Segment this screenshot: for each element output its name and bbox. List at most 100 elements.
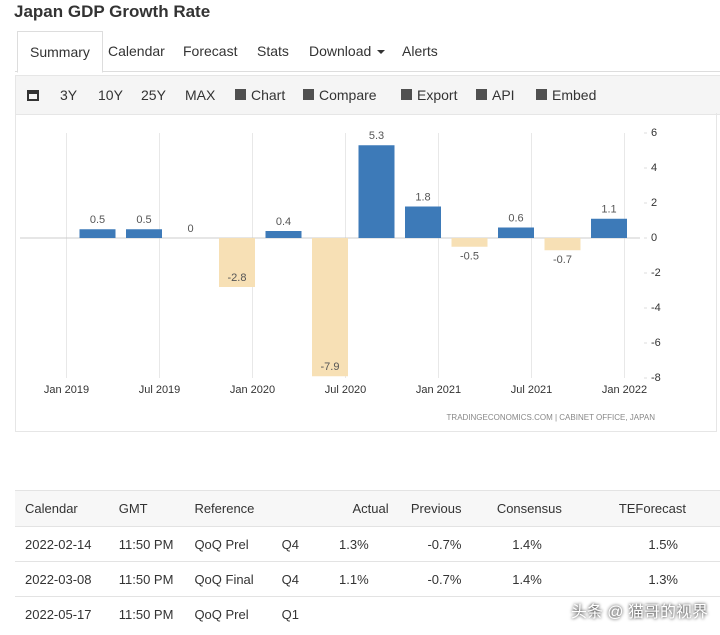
bar xyxy=(405,206,441,238)
data-label: -0.5 xyxy=(460,251,479,263)
column-header: Calendar xyxy=(15,490,119,527)
column-header xyxy=(281,490,317,527)
toolbar-label: 3Y xyxy=(60,87,78,103)
toolbar-button[interactable]: Export xyxy=(399,76,457,114)
calendar-icon[interactable] xyxy=(26,88,40,102)
table-cell: 11:50 PM xyxy=(118,596,195,631)
y-tick-label: -6 xyxy=(651,337,661,349)
watermark: 头条 @ 猫哥的视界 xyxy=(570,604,708,621)
table-cell: 11:50 PM xyxy=(118,526,195,562)
table-cell: 2022-02-14 xyxy=(15,526,119,562)
toolbar-button[interactable]: 3Y xyxy=(60,76,77,114)
toolbar-button[interactable]: MAX xyxy=(185,76,215,114)
table-cell: 2022-05-17 xyxy=(15,596,119,631)
toolbar-icon xyxy=(235,89,246,100)
caret xyxy=(377,50,386,55)
data-label: 5.3 xyxy=(369,130,384,142)
toolbar-label: Export xyxy=(417,87,458,103)
x-tick-label: Jan 2019 xyxy=(44,384,89,396)
table-cell: QoQ Prel xyxy=(194,526,282,562)
column-header: Previous xyxy=(388,490,474,527)
data-label: 0.5 xyxy=(136,214,151,226)
table-cell: 1.4% xyxy=(473,561,582,597)
toolbar-button[interactable]: 10Y xyxy=(98,76,123,114)
toolbar-label: 10Y xyxy=(98,87,123,103)
table-cell: 11:50 PM xyxy=(118,561,195,597)
table-cell: Q1 xyxy=(281,596,317,631)
tab[interactable]: Alerts xyxy=(402,43,438,59)
y-tick-label: 4 xyxy=(651,162,657,174)
table-cell: QoQ Final xyxy=(194,561,282,597)
column-header: TEForecast xyxy=(581,490,720,527)
data-label: 1.8 xyxy=(415,191,430,203)
data-label: -7.9 xyxy=(321,361,340,373)
toolbar-icon xyxy=(476,89,487,100)
bar xyxy=(265,231,302,238)
table-cell: QoQ Prel xyxy=(194,596,282,631)
toolbar-button[interactable]: API xyxy=(474,76,515,114)
toolbar-button[interactable]: 25Y xyxy=(141,76,166,114)
y-tick-label: -4 xyxy=(651,302,661,314)
column-header: Reference xyxy=(194,490,282,527)
bar xyxy=(498,227,534,238)
toolbar-label: Compare xyxy=(319,87,377,103)
table-cell xyxy=(473,596,582,631)
table-cell xyxy=(316,596,389,631)
bar xyxy=(219,238,255,287)
chart-panel xyxy=(15,113,717,432)
tab-bar: Summary Calendar Forecast Stats Download Aler… xyxy=(15,31,720,73)
calendar-table: Calendar GMT Reference Actual Previous Consen… xyxy=(15,490,720,631)
bar xyxy=(544,238,581,251)
table-row: 2022-03-08 11:50 PM QoQ Final Q4 1.1% -0.7% 1.… xyxy=(15,561,720,597)
toolbar-icon xyxy=(303,89,314,100)
toolbar-label: API xyxy=(492,87,515,103)
tab[interactable]: Stats xyxy=(257,43,289,59)
table-cell: Q4 xyxy=(281,526,317,562)
bar xyxy=(126,229,162,238)
y-tick-label: 2 xyxy=(651,197,657,209)
tab[interactable]: Forecast xyxy=(183,43,238,59)
chart: TRADINGECONOMICS.COM | CABINET OFFICE, J… xyxy=(20,127,661,422)
table-cell: 2022-03-08 xyxy=(15,561,119,597)
bar xyxy=(451,238,488,247)
column-header: Actual xyxy=(316,490,389,527)
table-cell: 1.4% xyxy=(473,526,582,562)
data-label: -0.7 xyxy=(553,254,572,266)
table-header: Calendar GMT Reference Actual Previous Consen… xyxy=(15,490,720,527)
table-cell: -0.7% xyxy=(388,526,474,562)
tab[interactable]: Calendar xyxy=(108,43,165,59)
y-tick-label: 6 xyxy=(651,127,657,139)
bar xyxy=(591,218,627,238)
table-row: 2022-02-14 11:50 PM QoQ Prel Q4 1.3% -0.7% 1.4… xyxy=(15,526,720,562)
table-cell: -0.7% xyxy=(388,561,474,597)
y-tick-label: 0 xyxy=(651,232,657,244)
x-tick-label: Jul 2021 xyxy=(511,384,553,396)
x-tick-label: Jul 2019 xyxy=(139,384,181,396)
column-header: Consensus xyxy=(473,490,582,527)
toolbar-icon xyxy=(401,89,412,100)
source: TRADINGECONOMICS.COM | CABINET OFFICE, J… xyxy=(447,413,656,422)
y-tick-label: -2 xyxy=(651,267,661,279)
data-label: 0.4 xyxy=(276,216,291,228)
tab[interactable]: Summary xyxy=(17,31,103,73)
x-tick-label: Jan 2021 xyxy=(416,384,461,396)
bar xyxy=(312,238,348,377)
toolbar-label: MAX xyxy=(185,87,216,103)
table-cell xyxy=(388,596,474,631)
data-label: -2.8 xyxy=(228,272,247,284)
bar xyxy=(358,145,395,238)
page-title: Japan GDP Growth Rate xyxy=(14,2,211,21)
toolbar: 3Y 10Y 25Y MAX Chart Compare Export API Embed xyxy=(15,75,720,115)
tab[interactable]: Download xyxy=(309,31,386,71)
toolbar-icon xyxy=(536,89,547,100)
table-cell: Q4 xyxy=(281,561,317,597)
table-cell: 1.1% xyxy=(316,561,389,597)
bar xyxy=(79,229,116,238)
toolbar-button[interactable]: Chart xyxy=(233,76,285,114)
toolbar-button[interactable]: Compare xyxy=(301,76,377,114)
x-tick-label: Jan 2022 xyxy=(602,384,647,396)
table-cell xyxy=(581,596,720,631)
toolbar-button[interactable]: Embed xyxy=(534,76,596,114)
table-row: 2022-05-17 11:50 PM QoQ Prel Q1 xyxy=(15,596,720,631)
